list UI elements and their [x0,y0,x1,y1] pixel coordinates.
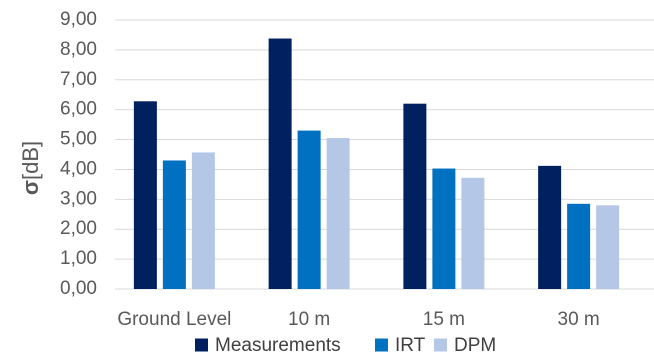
legend-swatch-irt [375,338,388,352]
bar-irt [297,130,321,289]
x-category-label: 30 m [558,309,600,330]
y-tick-label: 3,00 [60,188,97,209]
y-tick-label: 2,00 [60,218,97,239]
legend-label: Measurements [215,335,341,353]
bar-dpm [191,152,215,289]
y-tick-label: 9,00 [60,9,97,30]
x-category-label: Ground Level [117,309,231,330]
y-tick-label: 6,00 [60,99,97,120]
bar-dpm [596,205,620,289]
y-tick-label: 7,00 [60,69,97,90]
legend-label: DPM [454,335,496,353]
x-category-label: 10 m [288,309,330,330]
bar-measurements [133,101,157,289]
y-tick-label: 0,00 [60,278,97,299]
bar-measurements [268,38,292,289]
y-axis-title: σ[dB] [18,141,43,195]
bar-irt [432,168,456,289]
bar-dpm [461,177,485,289]
y-axis-title-symbol: σ [18,180,43,195]
bar-irt [567,203,591,289]
x-axis-labels: Ground Level 10 m 15 m 30 m [117,309,599,330]
bar-measurements [403,103,427,289]
bar-measurements [538,165,562,289]
y-axis-ticks: 0,00 1,00 2,00 3,00 4,00 5,00 6,00 7,00 8,00 9,00 [60,9,97,299]
bar-irt [162,160,186,289]
y-axis-title-unit: [dB] [18,141,43,180]
legend-label: IRT [395,335,426,353]
y-tick-label: 1,00 [60,248,97,269]
legend-swatch-measurements [195,338,208,352]
legend-swatch-dpm [434,338,447,352]
bars [133,38,620,289]
legend: Measurements IRT DPM [195,335,496,356]
y-tick-label: 5,00 [60,129,97,150]
y-tick-label: 8,00 [60,39,97,60]
bar-dpm [326,138,350,289]
y-tick-label: 4,00 [60,158,97,179]
x-category-label: 15 m [423,309,465,330]
